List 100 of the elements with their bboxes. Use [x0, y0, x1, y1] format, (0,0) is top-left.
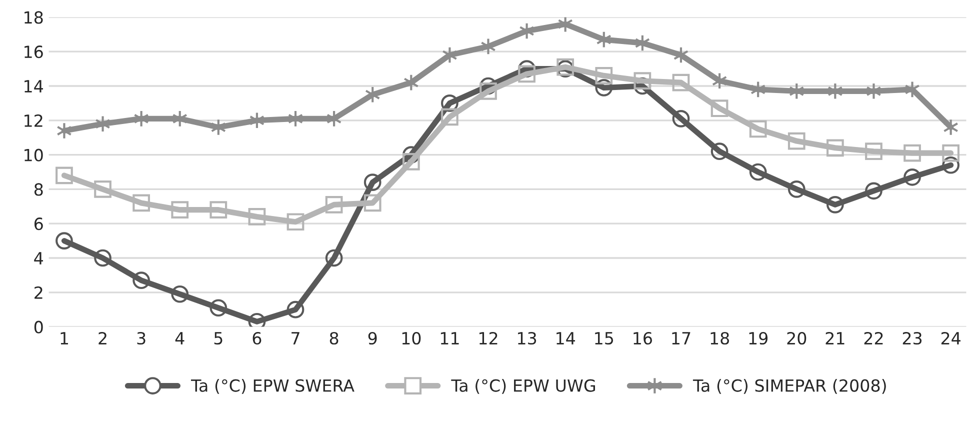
point [519, 22, 534, 40]
y-tick-label: 0 [34, 320, 43, 334]
x-tick-label: 7 [292, 332, 300, 344]
x-tick-label: 2 [98, 332, 106, 344]
x-tick-label: 15 [595, 332, 614, 345]
point [595, 66, 613, 84]
point [364, 174, 382, 192]
point [441, 94, 458, 112]
point [596, 30, 612, 48]
point [788, 82, 804, 100]
point [634, 34, 650, 52]
x-tick-label: 23 [902, 332, 922, 345]
point [402, 152, 420, 170]
point [634, 72, 652, 90]
point [325, 196, 343, 214]
point [56, 122, 72, 140]
x-tick-label: 11 [440, 332, 459, 344]
x-tick-label: 17 [672, 332, 690, 344]
point [904, 144, 921, 162]
point [286, 213, 304, 231]
point [94, 249, 112, 267]
point [788, 180, 806, 198]
point [865, 142, 882, 160]
x-tick-label: 13 [518, 332, 536, 345]
y-tick-label: 2 [34, 286, 42, 299]
point [325, 249, 343, 267]
point [942, 156, 960, 174]
x-tick-label: 6 [252, 332, 262, 345]
point [364, 194, 382, 212]
point [442, 46, 458, 64]
point [673, 46, 689, 64]
point [558, 17, 573, 33]
point [943, 118, 958, 136]
point [172, 110, 188, 128]
x-tick-label: 9 [368, 332, 377, 345]
point [710, 142, 728, 160]
point [134, 110, 149, 128]
point [403, 74, 419, 92]
point [865, 182, 882, 200]
point [750, 80, 766, 98]
point [826, 196, 844, 214]
point [171, 201, 189, 219]
point [210, 299, 228, 317]
x-tick-label: 1 [60, 332, 68, 344]
point [788, 132, 806, 150]
y-tick-label: 18 [24, 11, 43, 24]
point [286, 300, 304, 318]
point [248, 208, 266, 226]
point [826, 139, 844, 157]
x-tick-label: 22 [864, 332, 883, 344]
legend-label: Ta (°C) EPW UWG [451, 378, 595, 394]
legend-label: Ta (°C) SIMEPAR (2008) [692, 378, 886, 394]
point [595, 79, 613, 96]
y-tick-label: 12 [24, 114, 42, 127]
point [904, 80, 920, 98]
point [904, 168, 921, 186]
x-tick-label: 18 [710, 332, 729, 345]
x-tick-label: 16 [634, 332, 652, 345]
point [672, 110, 690, 128]
point [249, 112, 265, 130]
point [441, 108, 458, 126]
x-tick-label: 19 [749, 332, 768, 345]
point [326, 110, 342, 128]
point [710, 100, 728, 118]
point [712, 72, 728, 90]
x-tick-label: 3 [137, 332, 146, 345]
x-tick-label: 20 [787, 332, 806, 345]
point [210, 201, 228, 219]
point [56, 232, 73, 250]
point [480, 82, 497, 100]
y-tick-label: 10 [24, 148, 43, 162]
x-tick-label: 24 [941, 332, 960, 344]
point [866, 82, 882, 100]
point [210, 118, 226, 136]
y-tick-label: 4 [34, 252, 44, 264]
x-tick-label: 12 [479, 332, 498, 344]
point [518, 65, 536, 83]
x-tick-label: 5 [214, 332, 222, 345]
point [132, 272, 150, 290]
y-tick-label: 14 [24, 80, 44, 92]
legend-label: Ta (°C) EPW SWERA [190, 378, 354, 394]
point [672, 74, 690, 92]
point [171, 285, 189, 303]
x-tick-label: 10 [402, 332, 421, 345]
x-tick-label: 8 [330, 332, 338, 345]
point [288, 110, 304, 128]
point [95, 115, 110, 133]
point [56, 166, 73, 184]
point [828, 82, 843, 100]
point [942, 144, 960, 162]
point [94, 180, 112, 198]
x-tick-label: 14 [556, 332, 576, 344]
point [364, 86, 380, 104]
point [749, 163, 767, 181]
point [480, 38, 496, 56]
y-tick-label: 8 [34, 183, 43, 196]
y-tick-label: 16 [24, 46, 43, 58]
x-tick-label: 4 [175, 332, 184, 344]
point [132, 194, 150, 212]
point [749, 120, 767, 138]
